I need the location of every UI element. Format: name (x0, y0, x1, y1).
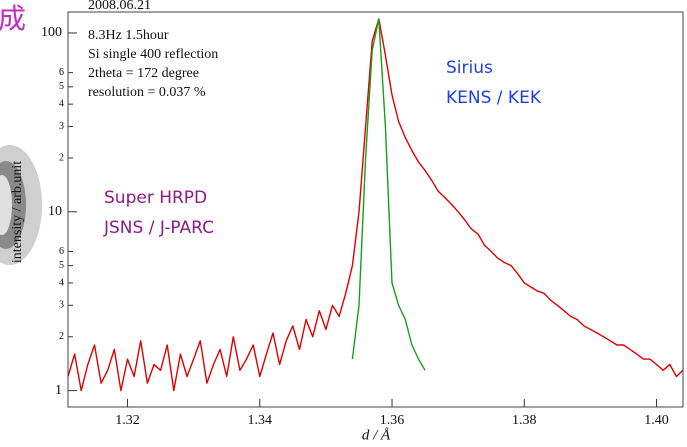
series-lab: JSNS / J-PARC (103, 218, 214, 238)
y-tick-label: 4 (59, 277, 64, 288)
y-tick-label: 3 (59, 121, 64, 132)
y-tick-label: 100 (41, 25, 62, 40)
series-label: Sirius (446, 58, 493, 78)
annotation: 2008.06.21 (88, 0, 151, 13)
photo-fragment (0, 145, 42, 265)
annotation: 8.3Hz 1.5hour (88, 28, 169, 43)
y-tick-label: 6 (59, 67, 64, 78)
x-tick-label: 1.34 (248, 413, 273, 428)
y-tick-label: 6 (59, 246, 64, 257)
y-tick-label: 5 (59, 260, 64, 271)
slide-fragment: 成 (0, 2, 26, 35)
series-lab: KENS / KEK (446, 88, 542, 108)
y-tick-label: 10 (48, 204, 62, 219)
plot-area: 2008.06.21 8.3Hz 1.5hour Si single 400 ref… (41, 0, 684, 428)
x-axis-label: d / Å (362, 427, 391, 443)
plot-frame (67, 11, 684, 408)
data-line (351, 18, 426, 371)
x-tick-label: 1.32 (115, 413, 140, 428)
y-tick-label: 5 (59, 81, 64, 92)
y-tick-label: 3 (59, 300, 64, 311)
y-tick-label: 2 (59, 331, 64, 342)
annotation: Si single 400 reflection (88, 47, 218, 62)
annotation: 2theta = 172 degree (88, 66, 199, 81)
series-label: Super HRPD (104, 188, 207, 208)
y-tick-label: 4 (59, 98, 64, 109)
y-tick-label: 2 (59, 152, 64, 163)
x-tick-label: 1.36 (380, 413, 405, 428)
x-tick-label: 1.38 (512, 413, 537, 428)
x-tick-label: 1.40 (644, 413, 669, 428)
y-axis-label: intensity / arb.unit (10, 161, 25, 263)
y-tick-label: 1 (55, 383, 62, 398)
annotation: resolution = 0.037 % (88, 85, 206, 100)
data-line (67, 18, 684, 392)
